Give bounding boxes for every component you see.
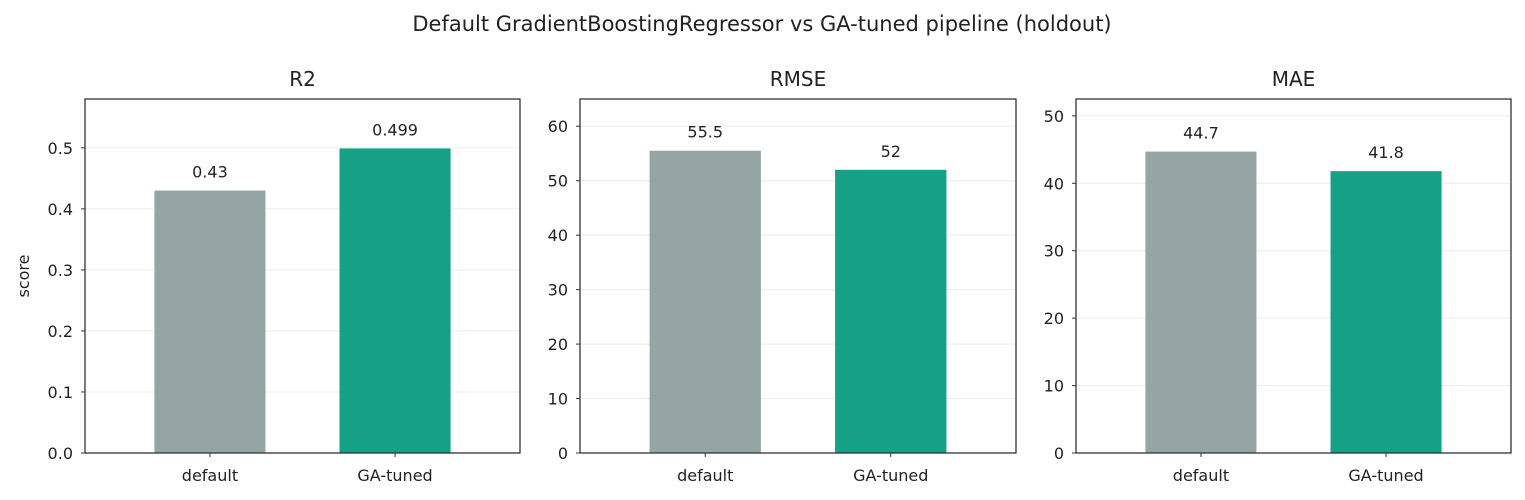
chart-panels: 0.43 default 0.499 GA-tuned 0.0 0.1 0.2 0.3 0.4 0… [14, 67, 1512, 485]
y-tick-label: 20 [548, 335, 568, 354]
panel-rmse: 55.5 default 52 GA-tuned 0 10 20 30 40 50 60 RMSE [548, 67, 1017, 485]
bar-ga-tuned [339, 148, 451, 453]
x-tick-label: GA-tuned [357, 466, 432, 485]
value-label: 55.5 [687, 123, 723, 142]
value-label: 41.8 [1368, 143, 1404, 162]
y-tick-label: 0.2 [48, 322, 73, 341]
y-tick-label: 40 [548, 226, 568, 245]
panel-title: R2 [289, 67, 316, 91]
y-tick-label: 0 [1054, 444, 1064, 463]
y-tick-label: 30 [1044, 242, 1064, 261]
x-tick-label: GA-tuned [853, 466, 928, 485]
y-tick-label: 0.3 [48, 261, 73, 280]
value-label: 0.43 [192, 163, 228, 182]
plot-frame [579, 98, 1017, 454]
y-axis-label: score [14, 255, 33, 298]
y-tick-label: 30 [548, 281, 568, 300]
x-tick-label: default [182, 466, 238, 485]
y-tick-label: 40 [1044, 174, 1064, 193]
y-tick-label: 0.1 [48, 383, 73, 402]
figure-title: Default GradientBoostingRegressor vs GA-… [412, 12, 1111, 36]
panel-r2: 0.43 default 0.499 GA-tuned 0.0 0.1 0.2 0.3 0.4 0… [14, 67, 521, 485]
y-tick-label: 0.4 [48, 200, 73, 219]
y-tick-label: 10 [1044, 377, 1064, 396]
panel-mae: 44.7 default 41.8 GA-tuned 0 10 20 30 40 50 MAE [1044, 67, 1512, 485]
value-label: 0.499 [372, 120, 418, 139]
x-tick-label: GA-tuned [1348, 466, 1423, 485]
y-tick-label: 10 [548, 390, 568, 409]
value-label: 44.7 [1183, 124, 1219, 143]
x-tick-label: default [1173, 466, 1229, 485]
y-tick-label: 50 [548, 172, 568, 191]
y-tick-label: 20 [1044, 309, 1064, 328]
y-tick-label: 60 [548, 117, 568, 136]
bar-ga-tuned [1330, 171, 1442, 454]
bar-default [1145, 151, 1257, 453]
bar-ga-tuned [835, 169, 947, 454]
y-tick-label: 0 [558, 444, 568, 463]
bar-default [154, 190, 266, 453]
panel-title: RMSE [770, 67, 826, 91]
panel-title: MAE [1272, 67, 1316, 91]
value-label: 52 [881, 142, 901, 161]
y-tick-label: 0.0 [48, 444, 73, 463]
plot-frame [1075, 98, 1512, 454]
y-tick-label: 50 [1044, 107, 1064, 126]
x-tick-label: default [677, 466, 733, 485]
plot-frame [84, 98, 521, 454]
bar-default [649, 150, 761, 453]
y-tick-label: 0.5 [48, 139, 73, 158]
